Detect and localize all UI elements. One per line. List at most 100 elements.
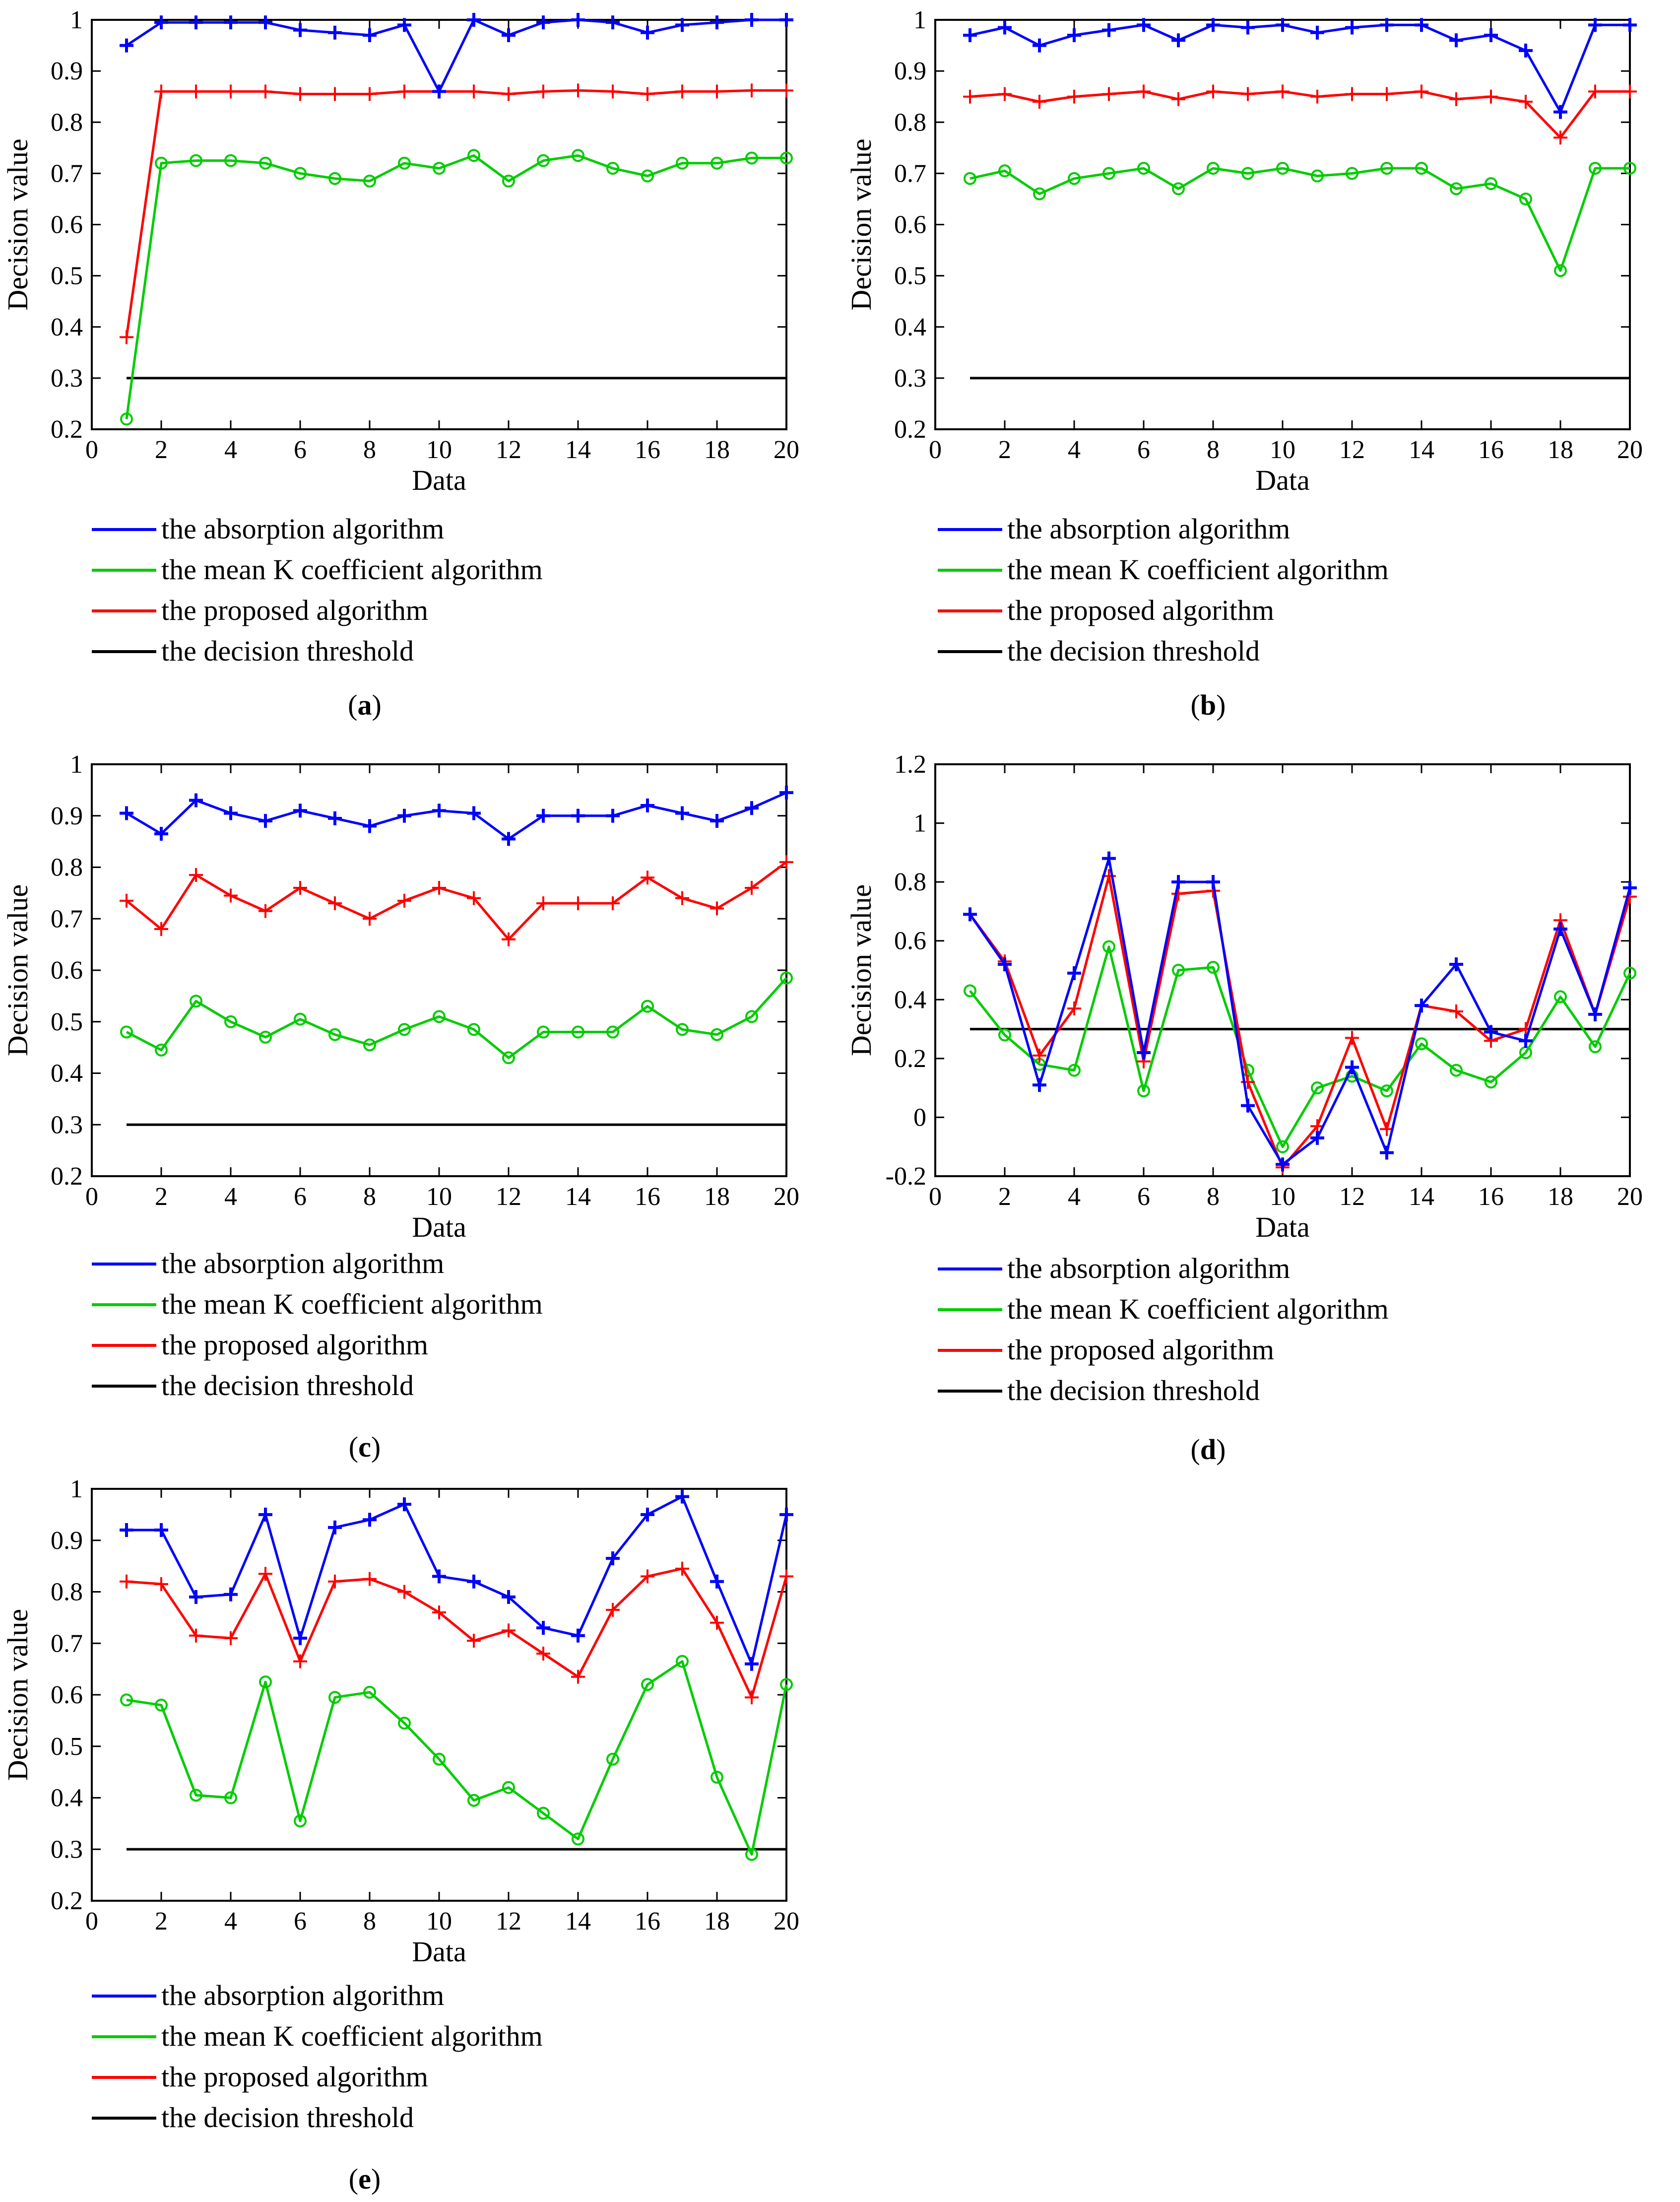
data-point-circle — [606, 162, 619, 175]
y-tick-label: 0.2 — [894, 1045, 926, 1073]
y-tick-label: 0.3 — [51, 1835, 83, 1864]
data-point-plus — [710, 1615, 724, 1630]
data-point-circle — [502, 1051, 515, 1065]
data-point-plus — [675, 84, 689, 99]
y-tick-label: 1 — [913, 6, 926, 34]
data-point-plus — [710, 15, 724, 30]
legend-label: the decision threshold — [1007, 1374, 1260, 1406]
data-point-circle — [224, 1791, 237, 1804]
x-tick-label: 2 — [155, 1183, 168, 1211]
data-point-plus — [779, 13, 793, 27]
x-tick-label: 4 — [224, 436, 237, 464]
x-tick-label: 4 — [224, 1183, 237, 1211]
x-tick-label: 6 — [294, 1183, 307, 1211]
legend-label: the proposed algorithm — [1007, 1334, 1274, 1366]
x-axis-title: Data — [412, 464, 466, 496]
data-point-plus — [641, 1507, 654, 1522]
data-point-plus — [963, 907, 977, 922]
panel-caption: (e) — [349, 2163, 381, 2195]
data-point-circle — [745, 151, 758, 165]
caption-close: ) — [371, 2163, 381, 2195]
x-tick-label: 16 — [635, 436, 660, 464]
data-point-plus — [1137, 84, 1151, 99]
data-point-circle — [467, 1023, 480, 1036]
chart-a: 0 2 4 6 8 10 12 14 16 18 20 0.2 0.3 0.4 0.5 0.6 0.7 0.8 0.… — [1, 6, 799, 721]
data-point-circle — [641, 1000, 654, 1013]
data-point-plus — [641, 799, 654, 812]
data-point-plus — [1137, 18, 1151, 32]
legend-label: the absorption algorithm — [1007, 1252, 1290, 1284]
legend-label: the proposed algorithm — [161, 2061, 428, 2093]
data-point-plus — [1241, 20, 1255, 35]
data-point-plus — [363, 1513, 377, 1527]
data-point-circle — [998, 164, 1011, 178]
data-point-plus — [710, 901, 724, 916]
data-point-circle — [120, 1693, 133, 1707]
legend-label: the mean K coefficient algorithm — [161, 1288, 543, 1320]
data-point-circle — [1380, 162, 1393, 175]
data-point-circle — [1207, 162, 1220, 175]
data-point-plus — [1171, 886, 1185, 901]
data-point-plus — [120, 330, 133, 344]
caption-letter: b — [1200, 689, 1216, 721]
data-point-circle — [328, 1691, 341, 1704]
data-point-plus — [397, 1585, 411, 1599]
data-point-plus — [1484, 1025, 1498, 1039]
data-point-circle — [224, 154, 237, 167]
data-point-plus — [641, 87, 654, 101]
y-tick-label: 1 — [70, 1475, 83, 1503]
data-point-circle — [294, 1012, 307, 1026]
data-point-plus — [1623, 881, 1637, 895]
x-tick-label: 0 — [85, 1183, 98, 1211]
x-tick-label: 0 — [929, 1183, 942, 1211]
x-tick-label: 12 — [496, 436, 521, 464]
caption-open: ( — [349, 1431, 358, 1463]
x-tick-label: 14 — [565, 1907, 591, 1935]
data-point-circle — [641, 169, 654, 183]
data-point-circle — [120, 1025, 133, 1039]
data-point-circle — [1137, 1084, 1150, 1098]
data-point-circle — [1589, 1040, 1602, 1054]
y-tick-label: 0.7 — [51, 1629, 83, 1658]
chart-c: 0 2 4 6 8 10 12 14 16 18 20 0.2 0.3 0.4 0.5 0.6 0.7 0.8 0.… — [1, 750, 799, 1463]
data-point-circle — [294, 167, 307, 180]
data-point-circle — [1485, 1075, 1497, 1089]
x-tick-label: 20 — [774, 1907, 799, 1935]
data-point-plus — [432, 881, 446, 895]
data-point-plus — [154, 922, 168, 936]
data-point-plus — [1276, 18, 1290, 32]
data-point-plus — [397, 84, 411, 99]
data-point-plus — [1588, 84, 1602, 99]
legend-label: the proposed algorithm — [1007, 594, 1274, 626]
data-point-plus — [293, 803, 307, 818]
panel-caption: (b) — [1191, 689, 1226, 721]
y-tick-label: 0.5 — [51, 262, 83, 290]
data-point-plus — [1276, 1157, 1290, 1172]
series-line — [127, 1495, 788, 1666]
data-point-plus — [328, 811, 342, 825]
data-point-circle — [1276, 1140, 1289, 1153]
data-point-plus — [1415, 84, 1428, 99]
y-tick-label: 0.9 — [894, 57, 926, 85]
data-point-plus — [710, 84, 724, 99]
y-tick-label: 0.4 — [51, 313, 83, 341]
x-tick-label: 4 — [1068, 436, 1081, 464]
data-point-plus — [675, 891, 689, 905]
data-point-plus — [258, 814, 272, 828]
data-point-plus — [606, 808, 620, 823]
y-tick-label: 0.2 — [51, 1162, 83, 1191]
x-axis-title: Data — [412, 1935, 466, 1968]
data-point-plus — [1345, 87, 1359, 101]
data-point-circle — [502, 1781, 515, 1794]
data-point-plus — [675, 1561, 689, 1576]
x-tick-label: 2 — [155, 1907, 168, 1935]
data-point-plus — [998, 20, 1012, 35]
x-tick-label: 12 — [1339, 1183, 1365, 1211]
y-tick-label: 0.6 — [894, 927, 926, 955]
x-tick-label: 12 — [496, 1907, 521, 1935]
data-point-circle — [467, 149, 480, 162]
data-point-circle — [641, 1678, 654, 1691]
x-tick-label: 10 — [1270, 1183, 1295, 1211]
data-point-plus — [1206, 875, 1220, 889]
data-point-circle — [433, 162, 446, 175]
